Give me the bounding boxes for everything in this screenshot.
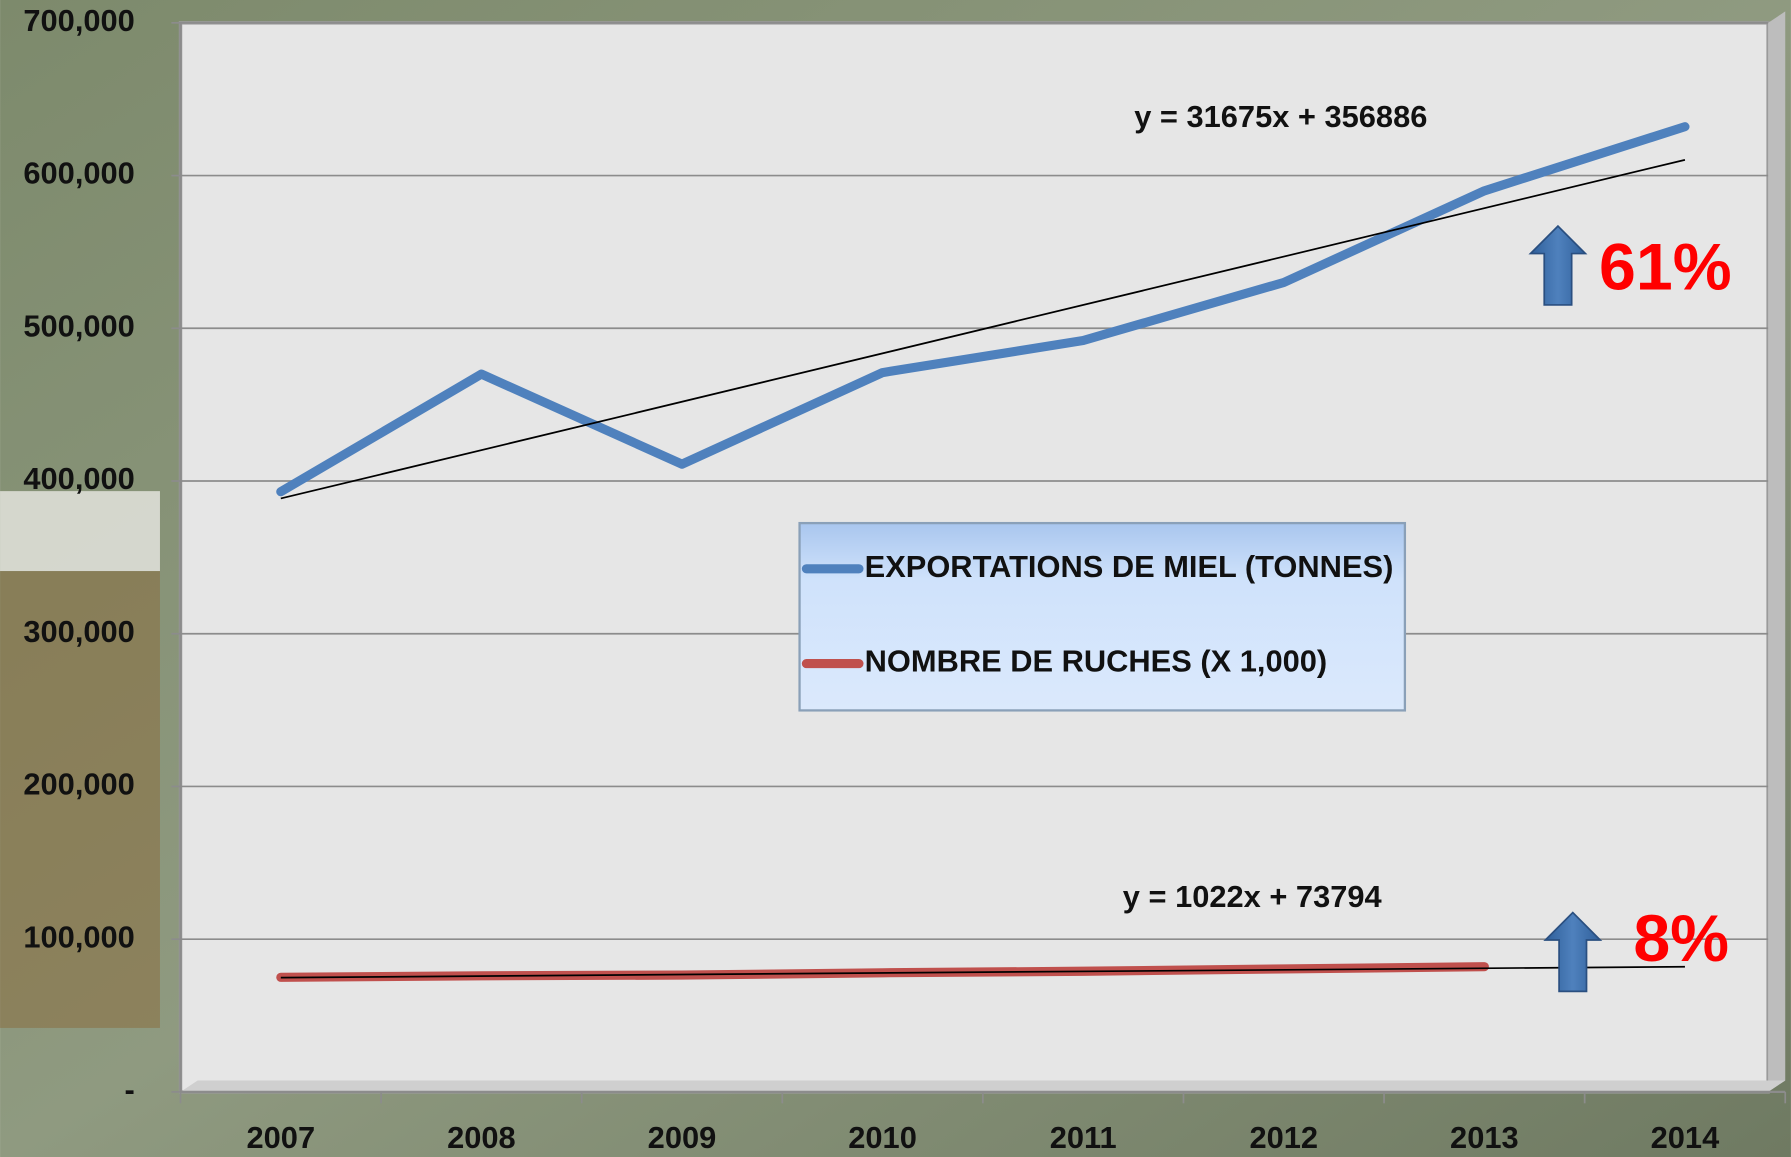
up-arrow bbox=[1528, 224, 1588, 306]
annotation: 8% bbox=[1633, 902, 1729, 976]
trendline bbox=[280, 965, 1685, 979]
trendline bbox=[280, 159, 1686, 500]
x-tick-label: 2011 bbox=[1050, 1120, 1117, 1155]
legend-entries: EXPORTATIONS DE MIEL (TONNES) NOMBRE DE R… bbox=[801, 549, 1394, 679]
x-tick-label: 2008 bbox=[447, 1120, 516, 1155]
y-tick-label: 700,000 bbox=[23, 3, 134, 38]
grid bbox=[171, 21, 1787, 1104]
y-tick-label: 500,000 bbox=[23, 308, 134, 343]
background-shape bbox=[0, 571, 160, 1028]
x-tick-label: 2013 bbox=[1450, 1120, 1519, 1155]
x-tick-label: 2012 bbox=[1249, 1120, 1318, 1155]
x-tick-label: 2010 bbox=[848, 1120, 917, 1155]
trendline-equation: y = 1022x + 73794 bbox=[1123, 879, 1382, 914]
x-tick-label: 2014 bbox=[1651, 1120, 1720, 1155]
legend-label: EXPORTATIONS DE MIEL (TONNES) bbox=[865, 549, 1394, 584]
background-shape bbox=[0, 491, 160, 572]
legend-label: NOMBRE DE RUCHES (X 1,000) bbox=[865, 644, 1328, 679]
y-tick-label: 200,000 bbox=[23, 767, 134, 802]
x-tick-label: 2007 bbox=[247, 1120, 316, 1155]
y-tick-label: 400,000 bbox=[23, 461, 134, 496]
trendline-equation: y = 31675x + 356886 bbox=[1134, 99, 1427, 134]
y-tick-label: 100,000 bbox=[23, 919, 134, 954]
plot-frame bbox=[180, 1080, 1786, 1092]
x-tick-label: 2009 bbox=[648, 1120, 717, 1155]
series-lines bbox=[276, 122, 1690, 982]
y-tick-label: 600,000 bbox=[23, 156, 134, 191]
y-tick-label: 300,000 bbox=[23, 614, 134, 649]
up-arrow bbox=[1543, 911, 1603, 993]
annotation: 61% bbox=[1599, 230, 1732, 304]
plot-frame bbox=[1768, 11, 1786, 1092]
legend-box bbox=[798, 521, 1407, 712]
legend: EXPORTATIONS DE MIEL (TONNES) NOMBRE DE R… bbox=[798, 521, 1407, 712]
series-line bbox=[276, 122, 1690, 497]
y-tick-label: - bbox=[125, 1072, 135, 1107]
